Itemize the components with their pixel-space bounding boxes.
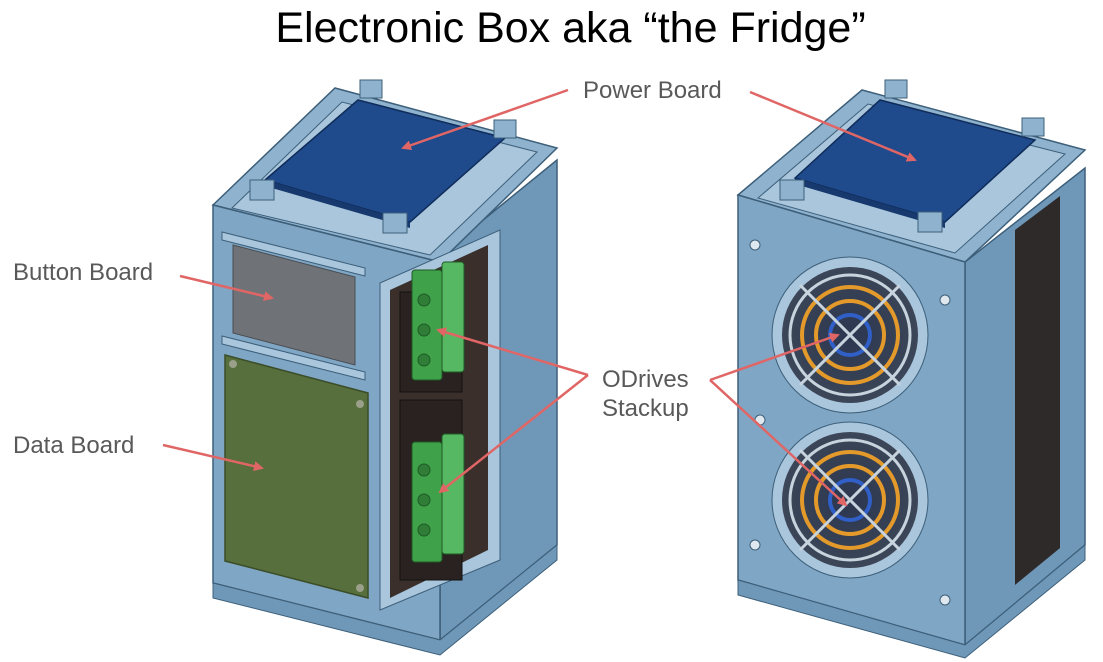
- odrives-label-line1: ODrives: [602, 366, 689, 393]
- odrive-connector-bottom: [411, 433, 465, 563]
- odrives-stackup-label: ODrives Stackup: [602, 365, 689, 423]
- fan-top: [771, 256, 929, 414]
- power-board-arrow-right: [749, 90, 917, 162]
- odrives-arrow-4: [709, 379, 848, 507]
- page-title: Electronic Box aka “the Fridge”: [275, 4, 866, 52]
- left-fridge-view: [211, 79, 559, 656]
- button-board: [232, 244, 356, 366]
- fan-bottom: [771, 421, 929, 579]
- right-fridge-view: [736, 79, 1087, 659]
- data-board-label: Data Board: [13, 432, 135, 459]
- power-board-label: Power Board: [583, 77, 722, 104]
- button-board-arrow: [179, 274, 274, 302]
- power-board-arrow-left: [401, 88, 569, 151]
- odrives-arrow-1: [436, 327, 589, 377]
- data-board: [224, 354, 369, 599]
- odrives-label-line2: Stackup: [602, 395, 689, 422]
- odrives-arrow-3: [709, 332, 840, 382]
- button-board-label: Button Board: [13, 259, 154, 286]
- callout-arrows: [162, 88, 917, 507]
- odrives-arrow-2: [438, 374, 589, 494]
- data-board-arrow: [162, 443, 264, 472]
- odrive-connector-top: [411, 261, 465, 381]
